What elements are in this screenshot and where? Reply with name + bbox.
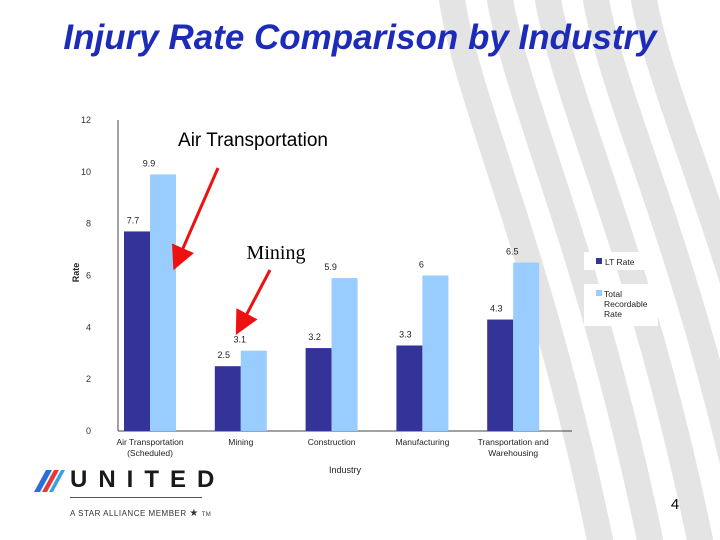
tagline-text: A STAR ALLIANCE MEMBER [70, 509, 187, 518]
legend-label-total-recordable-rate: Rate [604, 309, 622, 319]
air-transportation-arrow [171, 167, 220, 271]
data-label: 5.9 [324, 262, 337, 272]
x-tick-label: Air Transportation [116, 437, 183, 447]
legend-label-lt-rate: LT Rate [605, 257, 635, 267]
x-tick-label: Mining [228, 437, 253, 447]
tagline-trademark: TM [201, 512, 212, 518]
x-tick-label: Manufacturing [395, 437, 449, 447]
legend-swatch-total-recordable-rate [596, 290, 602, 296]
y-tick-label: 2 [86, 374, 91, 384]
x-axis-title: Industry [329, 465, 362, 475]
legend-swatch-lt-rate [596, 258, 602, 264]
bar-total-recordable-rate [422, 275, 449, 431]
united-wordmark: UNITED [70, 466, 226, 493]
bar-lt-rate [214, 366, 241, 431]
data-label: 2.5 [218, 350, 231, 360]
logo-divider [70, 497, 202, 498]
united-logo-icon [34, 470, 65, 492]
bar-total-recordable-rate [513, 262, 540, 431]
x-tick-label: (Scheduled) [127, 448, 173, 458]
x-tick-label: Construction [308, 437, 356, 447]
bar-total-recordable-rate [240, 350, 267, 431]
y-tick-label: 6 [86, 271, 91, 281]
slide-number: 4 [670, 496, 680, 513]
bar-lt-rate [305, 348, 332, 431]
y-tick-label: 0 [86, 426, 91, 436]
y-tick-label: 8 [86, 219, 91, 229]
mining-callout: Mining [246, 242, 306, 264]
data-label: 9.9 [143, 158, 156, 168]
legend-background-1 [584, 252, 658, 270]
y-tick-label: 4 [86, 322, 91, 332]
legend-label-total-recordable-rate: Total [604, 289, 622, 299]
star-alliance-tagline: A STAR ALLIANCE MEMBER ★ TM [70, 508, 211, 519]
air-transportation-callout: Air Transportation [178, 130, 328, 151]
x-tick-label: Transportation and [478, 437, 549, 447]
star-icon: ★ [189, 508, 199, 519]
bar-lt-rate [487, 319, 514, 431]
mining-arrow [235, 269, 272, 335]
data-label: 4.3 [490, 304, 503, 314]
data-label: 7.7 [127, 215, 140, 225]
bar-lt-rate [396, 345, 423, 431]
bar-total-recordable-rate [331, 278, 358, 431]
data-label: 6.5 [506, 247, 519, 257]
data-label: 3.1 [234, 335, 247, 345]
slide-title: Injury Rate Comparison by Industry [63, 18, 657, 57]
data-label: 6 [419, 260, 424, 270]
y-tick-label: 10 [81, 167, 91, 177]
x-tick-label: Warehousing [488, 448, 538, 458]
legend-label-total-recordable-rate: Recordable [604, 299, 648, 309]
bar-lt-rate [124, 231, 150, 431]
y-axis-title: Rate [71, 263, 81, 283]
y-tick-label: 12 [81, 115, 91, 125]
data-label: 3.3 [399, 329, 412, 339]
data-label: 3.2 [308, 332, 321, 342]
bar-total-recordable-rate [150, 174, 176, 432]
